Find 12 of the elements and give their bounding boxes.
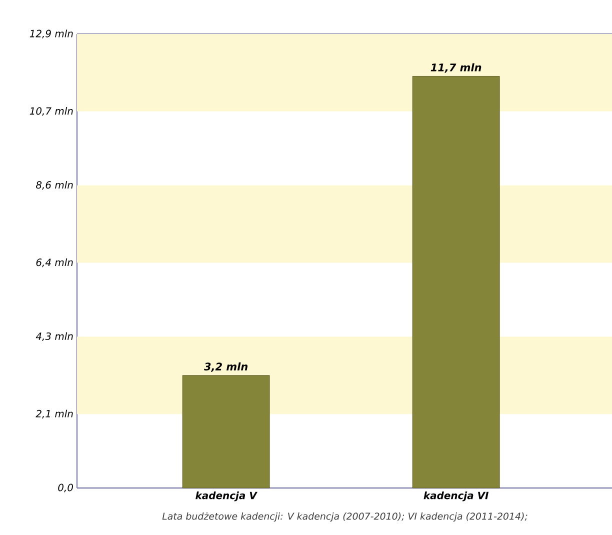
x-tick-label: kadencja VI [424,492,488,502]
y-tick-label: 12,9 mln [30,30,73,38]
data-label: 11,7 mln [430,63,482,73]
y-tick-label: 8,6 mln [36,180,73,190]
data-label: 3,2 mln [204,362,248,372]
y-tick-label: 2,1 mln [36,410,73,418]
y-tick-label: 10,7 mln [30,107,73,116]
y-tick-label: 6,4 mln [36,258,73,268]
x-tick-label: kadencja V [196,492,258,502]
text: Lata budżetowe kadencji: V kadencja (2007-2010); VI kadencja (2011-2014); [162,512,528,522]
y-tick-label: 4,3 mln [36,332,73,342]
y-tick-label: 0,0 [58,484,73,492]
